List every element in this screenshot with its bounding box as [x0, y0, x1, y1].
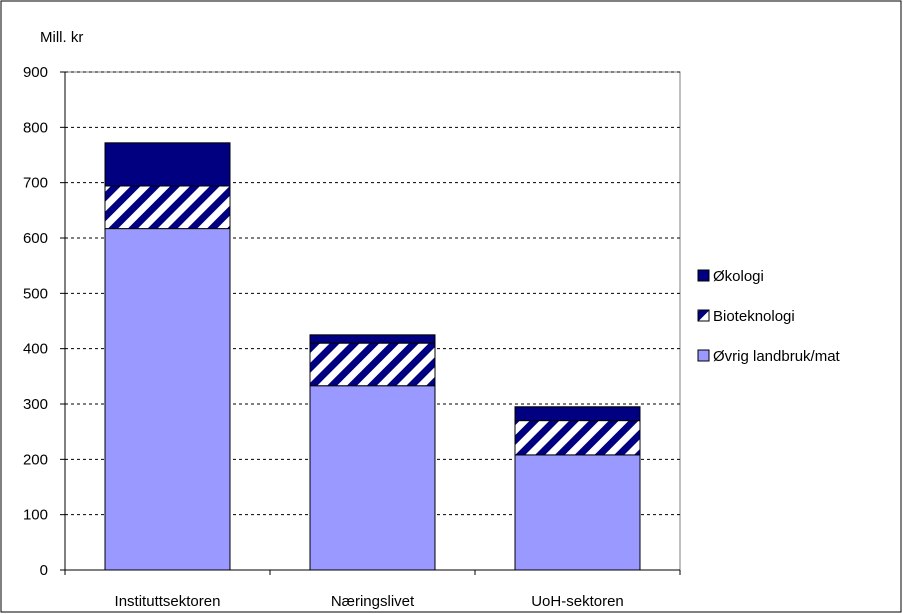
bar-uoh-sektoren-bioteknologi [514, 420, 641, 456]
bar-instituttsektoren-bioteknologi [104, 185, 231, 230]
bar-uoh-sektoren-vrig-landbruk-mat [514, 454, 641, 571]
legend-label-vrig-landbruk-mat: Øvrig landbruk/mat [713, 348, 841, 365]
y-tick-label: 200 [23, 451, 48, 468]
bar-n-ringslivet-kologi [309, 334, 436, 344]
y-tick-label: 100 [23, 507, 48, 524]
legend-swatch-bioteknologi [697, 309, 710, 322]
y-tick-label: 500 [23, 285, 48, 302]
legend-swatch-kologi [697, 269, 710, 282]
y-tick-label: 900 [23, 64, 48, 81]
bars [104, 142, 641, 571]
x-tick-label: Næringslivet [331, 593, 415, 610]
legend-label-kologi: Økologi [713, 268, 764, 285]
bar-uoh-sektoren-kologi [514, 406, 641, 422]
bar-n-ringslivet-vrig-landbruk-mat [309, 385, 436, 571]
axes [60, 71, 681, 575]
bar-instituttsektoren-kologi [104, 142, 231, 187]
y-tick-label: 400 [23, 341, 48, 358]
y-tick-label: 600 [23, 230, 48, 247]
x-tick-label: UoH-sektoren [531, 593, 624, 610]
x-tick-labels: Instituttsektoren Næringslivet UoH-sektore… [115, 593, 624, 610]
legend-swatch-vrig-landbruk-mat [697, 349, 710, 362]
y-tick-label: 800 [23, 119, 48, 136]
bar-instituttsektoren-vrig-landbruk-mat [104, 228, 231, 571]
y-tick-label: 700 [23, 175, 48, 192]
y-tick-labels: 0 100 200 300 400 500 600 700 800 900 [23, 64, 48, 579]
legend: Økologi Bioteknologi Øvrig landbruk/mat [697, 268, 841, 365]
x-tick-label: Instituttsektoren [115, 593, 221, 610]
bar-n-ringslivet-bioteknologi [309, 342, 436, 387]
y-tick-label: 0 [40, 562, 48, 579]
y-tick-label: 300 [23, 396, 48, 413]
legend-label-bioteknologi: Bioteknologi [713, 308, 795, 325]
y-axis-label: Mill. kr [40, 29, 83, 46]
